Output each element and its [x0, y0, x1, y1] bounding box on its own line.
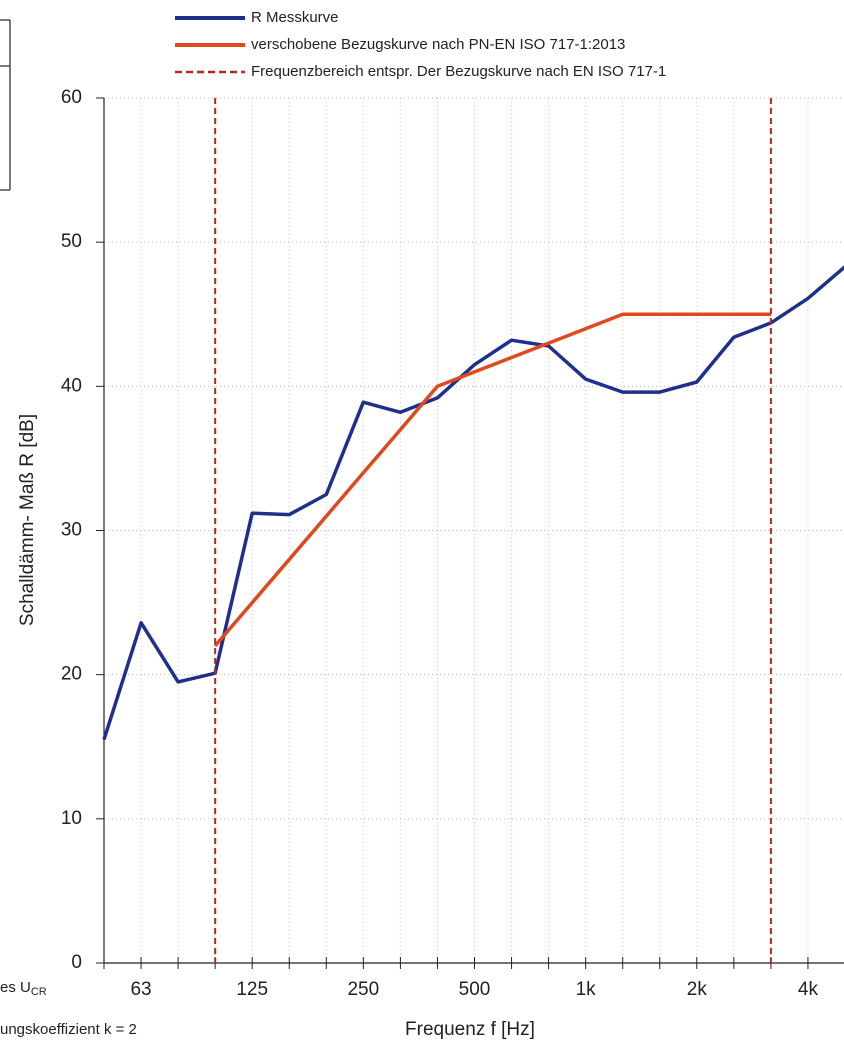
y-tick-label: 50 — [61, 231, 82, 252]
x-axis-label: Frequenz f [Hz] — [405, 1019, 535, 1040]
y-tick-label: 0 — [71, 952, 82, 973]
x-tick-label: 500 — [459, 979, 491, 1000]
y-tick-label: 20 — [61, 664, 82, 685]
y-axis-label: Schalldämm- Maß R [dB] — [17, 414, 38, 626]
clipped-box — [0, 19, 11, 191]
legend-label: Frequenzbereich entspr. Der Bezugskurve … — [251, 63, 666, 80]
legend-label: R Messkurve — [251, 9, 339, 26]
y-tick-label: 30 — [61, 520, 82, 541]
x-tick-label: 1k — [576, 979, 597, 1000]
data-line — [102, 265, 844, 741]
y-tick-label: 10 — [61, 808, 82, 829]
x-tick-label: 2k — [687, 979, 708, 1000]
data-line — [213, 312, 771, 647]
x-tick-label: 125 — [236, 979, 268, 1000]
x-tick-label: 63 — [130, 979, 151, 1000]
x-tick-label: 250 — [347, 979, 379, 1000]
note: es UCR — [0, 979, 47, 998]
x-tick-label: 4k — [798, 979, 819, 1000]
legend-label: verschobene Bezugskurve nach PN-EN ISO 7… — [251, 36, 625, 53]
y-tick-label: 60 — [61, 87, 82, 108]
note: ungskoeffizient k = 2 — [0, 1021, 137, 1038]
y-tick-label: 40 — [61, 375, 82, 396]
